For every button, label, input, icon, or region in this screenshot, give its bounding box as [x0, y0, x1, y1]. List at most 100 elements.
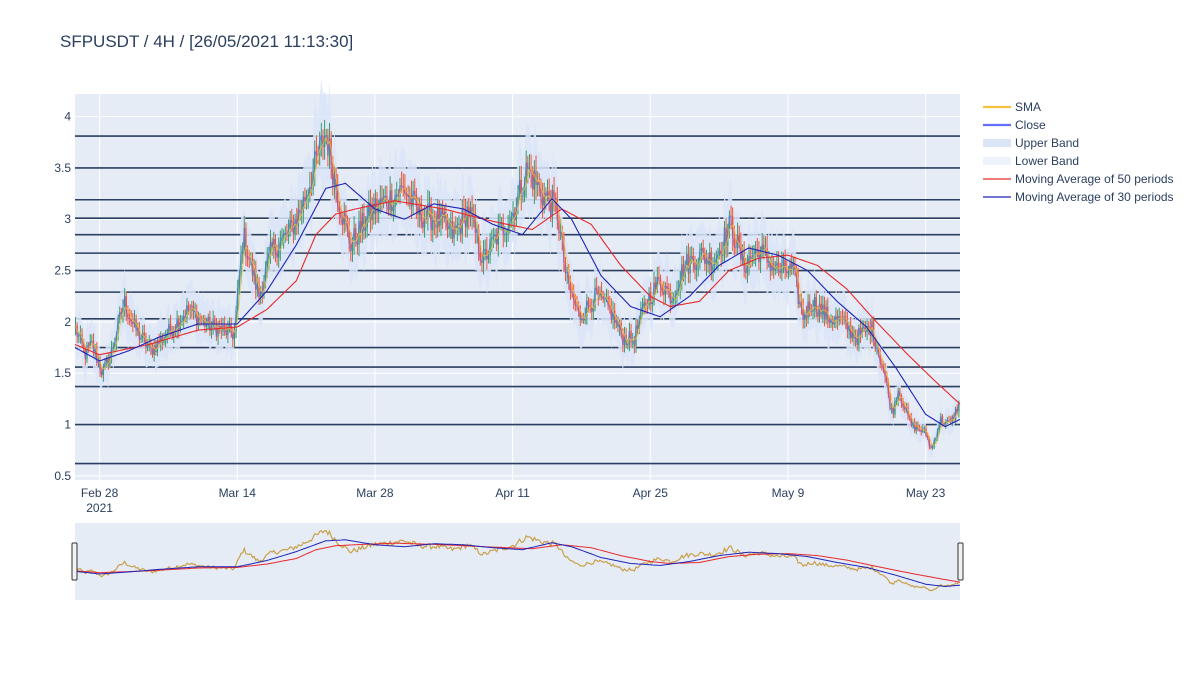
legend-label: SMA	[1015, 100, 1041, 114]
legend-item[interactable]: Upper Band	[983, 136, 1079, 150]
candle-body	[438, 207, 441, 226]
candle-body	[597, 290, 599, 297]
candle-body	[553, 190, 555, 198]
candle-body	[122, 307, 124, 315]
candle-body	[664, 285, 667, 295]
legend-item[interactable]: Close	[983, 118, 1046, 132]
range-slider-left-handle[interactable]	[71, 542, 78, 581]
candle-body	[913, 422, 916, 431]
candle-body	[792, 263, 795, 270]
candle-body	[933, 440, 935, 447]
legend-label: Close	[1015, 118, 1046, 132]
candle-body	[623, 334, 626, 346]
candle-body	[346, 221, 349, 229]
candle-body	[604, 298, 606, 300]
candle-body	[761, 244, 763, 251]
candle-body	[543, 193, 545, 206]
candle-body	[908, 415, 911, 418]
candle-body	[389, 190, 391, 211]
candle-body	[123, 296, 126, 308]
candle-body	[273, 239, 275, 248]
candle-body	[709, 252, 711, 265]
candle-body	[514, 212, 516, 221]
candle-body	[800, 301, 803, 308]
candle-body	[849, 324, 852, 339]
candle-body	[686, 254, 688, 266]
candle-body	[661, 286, 663, 292]
legend-item[interactable]: SMA	[983, 100, 1041, 114]
candle-body	[102, 367, 105, 376]
ma50-line	[74, 200, 961, 405]
candle-body	[879, 353, 881, 364]
candle-body	[269, 241, 272, 254]
candle-body	[418, 203, 421, 215]
range-slider-right-handle[interactable]	[957, 542, 964, 581]
candle-body	[281, 236, 283, 242]
candle-body	[223, 324, 226, 328]
candle-body	[453, 226, 455, 239]
candle-body	[538, 181, 540, 185]
candle-body	[795, 270, 798, 279]
candle-body	[722, 253, 724, 256]
range-slider-background[interactable]	[75, 523, 960, 600]
candle-body	[238, 275, 241, 288]
candle-body	[910, 417, 913, 426]
legend-item[interactable]: Lower Band	[983, 154, 1079, 168]
candle-body	[399, 185, 401, 197]
candle-body	[135, 319, 137, 331]
moving-averages	[74, 182, 961, 428]
candle-body	[671, 300, 673, 304]
candle-body	[645, 302, 647, 306]
candle-body	[176, 319, 178, 331]
candle-body	[443, 211, 445, 218]
candle-body	[84, 348, 87, 360]
plot-area[interactable]	[75, 94, 960, 480]
candle-body	[771, 263, 773, 272]
y-axis: 0.5 1 1.5 2 2.5 3 3.5 4	[54, 110, 71, 483]
legend-item[interactable]: Moving Average of 30 periods	[983, 190, 1174, 204]
candle-body	[140, 338, 142, 340]
candle-body	[348, 228, 350, 245]
candle-body	[705, 258, 708, 264]
candle-body	[682, 264, 685, 278]
candle-body	[733, 238, 736, 247]
candle-body	[114, 342, 116, 348]
candle-body	[446, 218, 449, 230]
candle-body	[656, 277, 658, 290]
legend-label: Upper Band	[1015, 136, 1079, 150]
candle-body	[554, 197, 557, 200]
candle-body	[227, 326, 229, 336]
candle-body	[766, 248, 768, 263]
candle-body	[804, 314, 806, 320]
candle-body	[266, 258, 268, 268]
candle-body	[940, 416, 942, 426]
candle-body	[251, 257, 254, 276]
candle-body	[769, 261, 772, 272]
candle-body	[861, 328, 863, 335]
candle-body	[312, 170, 314, 189]
candle-body	[499, 223, 501, 226]
candle-body	[151, 347, 154, 356]
candle-body	[340, 211, 342, 219]
candle-body	[830, 319, 832, 323]
candle-body	[323, 136, 326, 147]
candle-body	[487, 255, 490, 260]
candle-body	[928, 438, 931, 447]
candle-body	[823, 304, 826, 320]
candle-body	[233, 331, 236, 340]
candle-body	[741, 250, 744, 261]
candle-body	[271, 241, 273, 248]
legend-item[interactable]: Moving Average of 50 periods	[983, 172, 1174, 186]
x-tick-label: Feb 28	[81, 486, 119, 500]
x-tick-label: Apr 11	[495, 486, 530, 500]
candle-body	[695, 265, 698, 271]
x-tick-label: Apr 25	[633, 486, 669, 500]
candle-body	[809, 301, 811, 311]
candle-body	[436, 207, 439, 228]
y-tick-label: 2.5	[54, 264, 71, 278]
candle-body	[568, 271, 570, 284]
candle-body	[681, 264, 683, 281]
candle-body	[282, 234, 285, 237]
candle-body	[810, 310, 813, 312]
